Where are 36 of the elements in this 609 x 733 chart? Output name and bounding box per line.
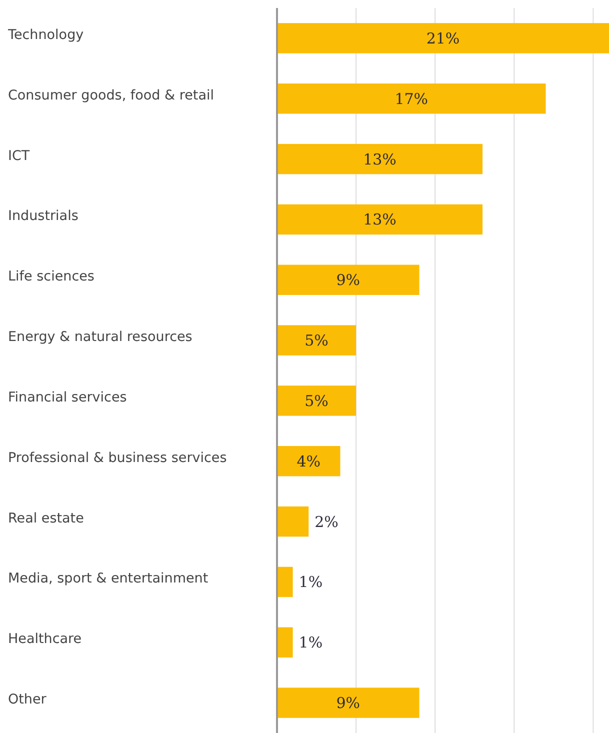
y-tick-label: Energy & natural resources: [8, 329, 192, 346]
bar: [277, 23, 609, 54]
data-label: 13%: [363, 150, 396, 168]
data-label: 5%: [304, 392, 328, 410]
y-tick-label: Consumer goods, food & retail: [8, 87, 214, 104]
y-tick-label: Healthcare: [8, 631, 82, 648]
data-label: 2%: [314, 512, 338, 531]
bar: [277, 386, 356, 416]
bar: [277, 506, 309, 537]
data-label: 17%: [394, 90, 428, 108]
data-label: 9%: [336, 694, 360, 712]
data-label: 1%: [298, 573, 323, 592]
bar: [277, 264, 420, 295]
bar: [277, 144, 483, 174]
y-tick-label: Financial services: [8, 389, 127, 406]
y-tick-label: Industrials: [8, 208, 78, 224]
data-label: 21%: [426, 29, 460, 48]
y-tick-label: Real estate: [8, 510, 84, 526]
bar: [277, 566, 293, 598]
data-label: 4%: [296, 452, 321, 470]
bar: [277, 446, 340, 476]
y-tick-label: Other: [8, 692, 47, 708]
y-tick-label: Media, sport & entertainment: [8, 570, 208, 587]
data-label: 5%: [304, 332, 328, 350]
bar: [277, 204, 483, 235]
bar: [277, 325, 356, 356]
y-tick-label: ICT: [8, 148, 30, 164]
y-tick-label: Technology: [7, 26, 84, 43]
bar: [277, 627, 293, 658]
y-tick-label: Life sciences: [8, 268, 94, 285]
bar: [277, 688, 420, 718]
data-label: 13%: [363, 210, 396, 229]
y-tick-label: Professional & business services: [8, 450, 227, 466]
bar: [277, 84, 546, 114]
data-label: 1%: [298, 634, 323, 652]
data-label: 9%: [336, 271, 360, 290]
